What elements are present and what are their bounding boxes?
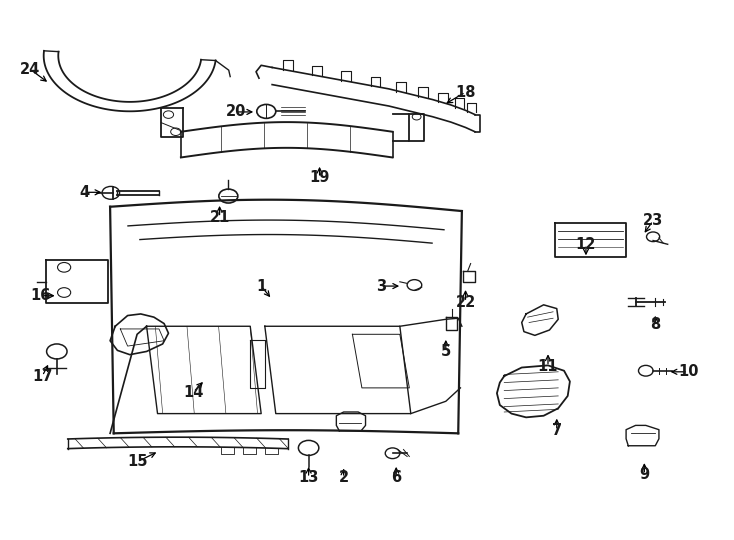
Text: 6: 6 (391, 470, 401, 485)
Text: 17: 17 (32, 369, 52, 383)
Text: 15: 15 (127, 454, 148, 469)
Text: 8: 8 (650, 317, 661, 332)
Text: 7: 7 (552, 423, 562, 438)
Text: 24: 24 (20, 62, 40, 77)
Text: 23: 23 (643, 213, 664, 228)
Text: 1: 1 (256, 279, 266, 294)
Text: 9: 9 (639, 467, 650, 482)
Text: 2: 2 (338, 470, 349, 485)
Text: 5: 5 (440, 344, 451, 359)
Text: 11: 11 (538, 359, 559, 374)
Text: 18: 18 (455, 85, 476, 99)
Text: 22: 22 (455, 295, 476, 309)
Text: 4: 4 (79, 185, 90, 200)
Text: 21: 21 (209, 210, 230, 225)
Text: 14: 14 (183, 384, 203, 400)
Text: 19: 19 (309, 170, 330, 185)
Text: 20: 20 (225, 104, 246, 119)
Text: 13: 13 (299, 470, 319, 485)
Text: 3: 3 (377, 279, 387, 294)
Text: 12: 12 (575, 237, 596, 252)
Text: 16: 16 (30, 288, 50, 303)
Text: 10: 10 (678, 364, 698, 379)
